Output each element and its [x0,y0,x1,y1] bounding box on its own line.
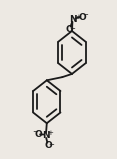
Text: N: N [69,15,77,24]
Text: O: O [78,13,86,22]
Text: +: + [75,14,81,20]
Text: −: − [70,26,75,32]
Text: −: − [82,12,88,18]
Text: −: − [33,129,38,135]
Text: −: − [48,142,54,148]
Text: O: O [44,141,52,150]
Text: +: + [47,130,53,136]
Text: O: O [34,130,42,139]
Text: N: N [42,131,49,140]
Text: O: O [66,25,73,34]
